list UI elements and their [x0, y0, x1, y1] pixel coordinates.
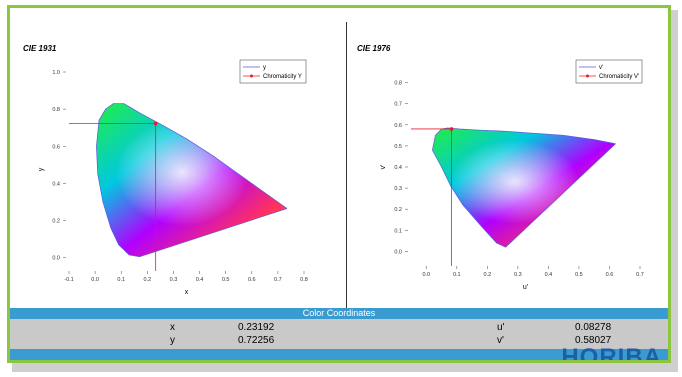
chromaticity-point	[153, 121, 158, 126]
cie1976-chart: 0.0 0.1 0.2 0.3 0.4 0.5 0.6 0.7 0.0 0.1 0.2 0.3 0.4 0…	[380, 59, 644, 291]
coord-value: 0.72256	[238, 335, 275, 346]
coordinates-title: Color Coordinates	[302, 308, 376, 318]
coord-value: 0.23192	[238, 322, 275, 333]
x-tick-label: 0.8	[300, 277, 308, 283]
coord-value: 0.58027	[575, 335, 612, 346]
y-tick-label: 0.2	[394, 207, 402, 213]
x-tick-label: 0.3	[514, 272, 522, 278]
y-axis-label: y	[38, 167, 45, 171]
horiba-logo: HORIBA	[561, 344, 662, 363]
coord-label: x	[170, 322, 175, 333]
legend-label: Chromaticity V'	[599, 74, 639, 80]
x-tick-label: 0.7	[636, 272, 644, 278]
legend-label: y	[263, 65, 266, 71]
cie1931-chart: -0.1 0.0 0.1 0.2 0.3 0.4 0.5 0.6 0.7 0.8 0.0 0.2 0.4…	[38, 59, 308, 296]
x-tick-label: 0.1	[117, 277, 125, 283]
coord-label: u'	[497, 322, 505, 333]
gamut-white-point	[96, 103, 288, 257]
x-tick-label: 0.5	[575, 272, 583, 278]
legend-box	[575, 59, 643, 84]
legend-box	[239, 59, 307, 84]
cie1931-panel: CIE 1931 -0.1 0.0 0.1 0.2 0.3 0.4 0.5 0.6 0.7 0.8…	[13, 22, 347, 314]
legend-swatch-point	[586, 74, 589, 78]
y-tick-label: 0.4	[52, 181, 60, 187]
x-tick-label: 0.5	[222, 277, 230, 283]
y-tick-label: 0.7	[394, 102, 402, 108]
locus-line	[432, 127, 616, 248]
x-tick-label: 0.4	[545, 272, 553, 278]
x-tick-label: 0.0	[91, 277, 99, 283]
y-tick-label: 0.2	[52, 219, 60, 225]
x-tick-label: 0.2	[144, 277, 152, 283]
x-axis-label: x	[185, 289, 189, 296]
legend-label: Chromaticity Y	[263, 74, 302, 80]
chart-title: CIE 1976	[357, 44, 391, 53]
coord-label: v'	[497, 335, 504, 346]
x-tick-label: 0.4	[196, 277, 204, 283]
coordinates-table: x 0.23192 u' 0.08278 y 0.72256 v' 0.5802…	[10, 319, 668, 349]
chart-title: CIE 1931	[23, 44, 57, 53]
y-tick-label: 0.3	[394, 186, 402, 192]
cie1976-panel: CIE 1976 0.0 0.1 0.2 0.3 0.4 0.5 0.6 0.7 0.0 0.1 0…	[347, 22, 668, 314]
y-tick-label: 0.6	[394, 123, 402, 129]
y-tick-label: 0.4	[394, 165, 402, 171]
legend-label: v'	[599, 65, 603, 71]
y-tick-label: 0.1	[394, 228, 402, 234]
y-tick-label: 0.5	[394, 144, 402, 150]
x-tick-label: 0.6	[606, 272, 614, 278]
y-tick-label: 0.8	[52, 107, 60, 113]
x-tick-label: 0.7	[274, 277, 282, 283]
y-tick-label: 0.6	[52, 144, 60, 150]
y-tick-label: 0.0	[394, 249, 402, 255]
gamut-white-point	[432, 127, 616, 248]
x-tick-label: 0.6	[248, 277, 256, 283]
coord-value: 0.08278	[575, 322, 612, 333]
y-tick-label: 0.0	[52, 256, 60, 262]
legend-swatch-point	[250, 74, 253, 78]
chromaticity-point	[449, 127, 454, 131]
y-axis-label: v'	[380, 165, 387, 170]
y-tick-label: 1.0	[52, 70, 60, 76]
coord-label: y	[170, 335, 175, 346]
locus-line	[96, 103, 288, 258]
x-tick-label: 0.2	[484, 272, 492, 278]
x-tick-label: -0.1	[64, 277, 73, 283]
x-tick-label: 0.3	[170, 277, 178, 283]
x-axis-label: u'	[523, 284, 528, 291]
y-tick-label: 0.8	[394, 81, 402, 87]
x-tick-label: 0.0	[422, 272, 430, 278]
x-tick-label: 0.1	[453, 272, 461, 278]
report-frame: CIE 1931 -0.1 0.0 0.1 0.2 0.3 0.4 0.5 0.6 0.7 0.8…	[7, 5, 671, 363]
